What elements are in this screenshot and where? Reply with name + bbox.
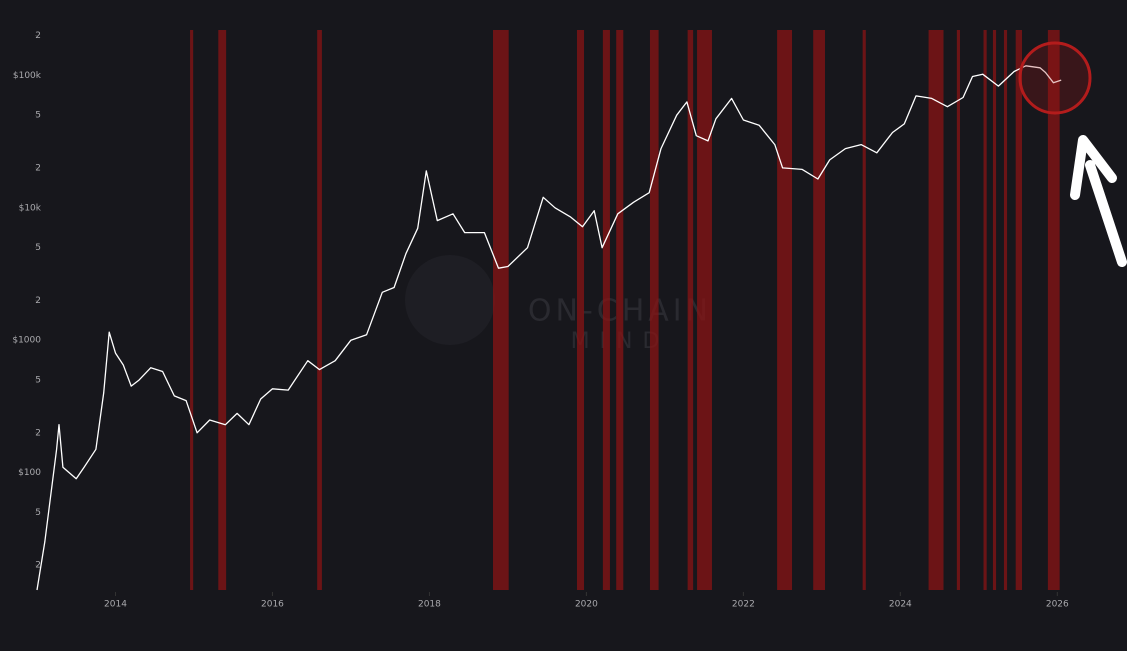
- price-line: [36, 65, 1062, 591]
- band: [616, 30, 624, 590]
- x-tick-label: 2016: [261, 600, 284, 610]
- y-tick-label: 2: [35, 31, 41, 41]
- band: [1047, 30, 1060, 590]
- band: [862, 30, 866, 590]
- band: [576, 30, 585, 590]
- band: [1015, 30, 1022, 590]
- axes: 2 5 $100 2 5 $1000 2 5 $10k 2 5 $100k 2 2014 2016 2018 2…: [12, 31, 1069, 610]
- y-tick-label: 5: [35, 243, 41, 253]
- bands: [190, 30, 1060, 590]
- highlight-circle: [1018, 41, 1092, 115]
- band: [777, 30, 793, 590]
- y-tick-label: $100: [18, 468, 41, 478]
- band: [992, 30, 997, 590]
- y-tick-label: 2: [35, 163, 41, 173]
- band: [649, 30, 659, 590]
- x-tick-label: 2018: [418, 600, 441, 610]
- y-tick-label: 5: [35, 111, 41, 121]
- y-tick-label: $1000: [12, 336, 41, 346]
- band: [602, 30, 610, 590]
- x-tick-label: 2024: [889, 600, 912, 610]
- band: [190, 30, 194, 590]
- x-tick-label: 2020: [575, 600, 598, 610]
- watermark: MIND: [571, 329, 670, 354]
- band: [687, 30, 694, 590]
- band: [492, 30, 509, 590]
- band: [317, 30, 322, 590]
- y-tick-label: 2: [35, 428, 41, 438]
- band: [983, 30, 987, 590]
- y-tick-label: $100k: [13, 71, 42, 81]
- band: [1003, 30, 1008, 590]
- band: [813, 30, 825, 590]
- y-tick-label: 2: [35, 561, 41, 571]
- y-tick-label: 5: [35, 508, 41, 518]
- band: [218, 30, 227, 590]
- plot: [36, 65, 1062, 591]
- y-tick-label: 5: [35, 376, 41, 386]
- y-tick-label: 2: [35, 296, 41, 306]
- x-tick-label: 2014: [104, 600, 127, 610]
- band: [928, 30, 944, 590]
- watermark-logo: [405, 255, 495, 345]
- x-tick-label: 2022: [732, 600, 755, 610]
- arrow: [1070, 135, 1127, 267]
- band: [956, 30, 960, 590]
- band: [697, 30, 712, 590]
- x-tick-label: 2026: [1046, 600, 1069, 610]
- y-tick-label: $10k: [19, 203, 42, 213]
